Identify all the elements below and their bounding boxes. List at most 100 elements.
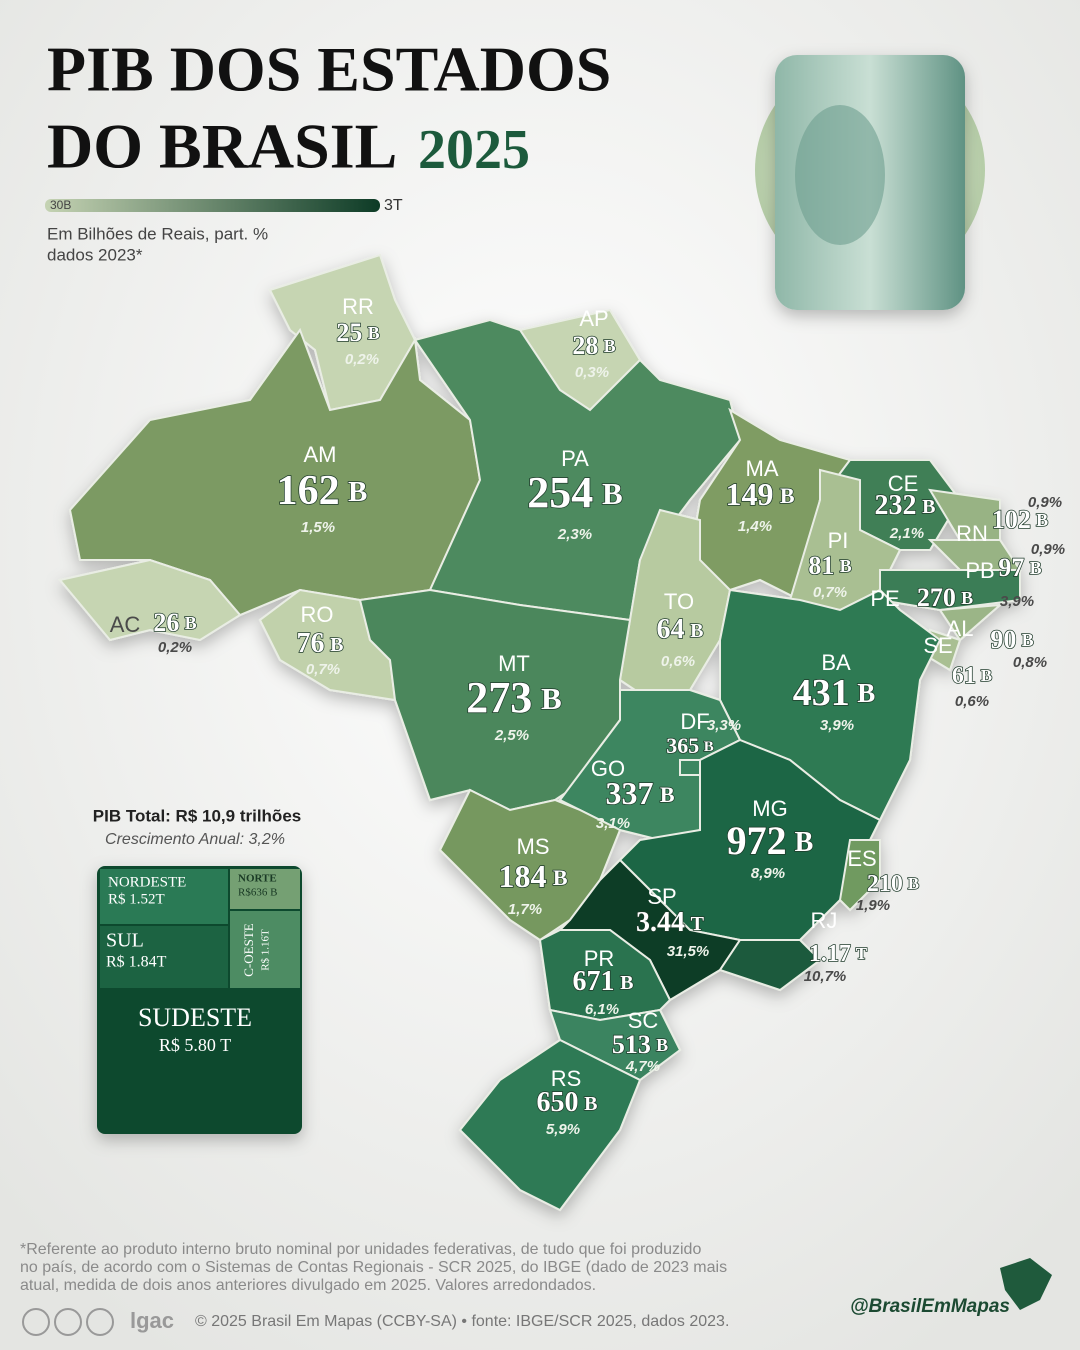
state-shape: [58, 558, 242, 642]
map: [58, 253, 1022, 1212]
state-abbr: MS: [517, 834, 550, 859]
state-value: 210 B: [867, 871, 919, 897]
value-unit: B: [185, 613, 197, 633]
state-share: 3,9%: [1000, 593, 1034, 610]
state-value: 273 B: [466, 673, 561, 722]
value-number: 273: [466, 673, 532, 722]
total-gdp: PIB Total: R$ 10,9 trilhões: [93, 806, 301, 825]
state-value: 232 B: [875, 490, 936, 521]
value-unit: T: [691, 913, 705, 935]
state-share: 1,9%: [856, 897, 890, 914]
state-shape: [838, 839, 881, 912]
state-share: 0,3%: [575, 364, 609, 381]
value-unit: B: [857, 678, 875, 708]
region-name: SUDESTE: [138, 1003, 252, 1032]
handle: @BrasilEmMapas: [850, 1296, 1010, 1317]
state-abbr: AP: [579, 306, 608, 331]
state-shape: [413, 318, 742, 622]
value-number: 81: [808, 551, 834, 580]
state-value: 97 B: [998, 553, 1041, 582]
state-share: 0,6%: [955, 693, 989, 710]
state-share: 2,3%: [557, 526, 592, 543]
color-scale: [45, 199, 380, 212]
value-number: 149: [725, 476, 773, 512]
state-shape: [938, 603, 1003, 642]
value-number: 270: [917, 583, 956, 612]
title-line-2: DO BRASIL: [47, 111, 397, 182]
region-value: R$ 5.80 T: [159, 1035, 231, 1055]
brand-logo: [1000, 1258, 1052, 1310]
value-number: 97: [998, 553, 1024, 582]
value-unit: B: [704, 739, 714, 755]
state-abbr: MG: [752, 796, 787, 821]
state-abbr: RO: [301, 602, 334, 627]
value-unit: B: [604, 336, 616, 356]
state-value: 162 B: [277, 468, 368, 514]
value-unit: B: [840, 556, 852, 576]
value-unit: B: [981, 666, 992, 685]
state-abbr: SE: [923, 633, 952, 658]
subtitle: dados 2023*: [47, 245, 143, 264]
state-value: 431 B: [793, 672, 876, 714]
state-abbr: PA: [561, 446, 589, 471]
state-abbr: MT: [498, 651, 530, 676]
scale-max: 3T: [384, 197, 403, 214]
value-number: 64: [657, 614, 685, 645]
value-unit: B: [780, 483, 795, 508]
value-unit: B: [602, 476, 623, 511]
region-name: NORDESTE: [108, 874, 186, 890]
state-share: 3,1%: [596, 815, 630, 832]
state-abbr: DF: [680, 709, 709, 734]
value-number: 184: [498, 858, 546, 894]
scale-min: 30B: [50, 198, 71, 212]
state-value: 76 B: [297, 628, 344, 659]
state-abbr: GO: [591, 756, 625, 781]
title-line-1: PIB DOS ESTADOS: [47, 34, 611, 105]
state-value: 337 B: [605, 775, 674, 811]
state-abbr: RN: [956, 521, 988, 546]
state-share: 1,5%: [301, 519, 335, 536]
state-share: 6,1%: [585, 1001, 619, 1018]
value-unit: T: [856, 944, 868, 963]
region-value: R$ 1.84T: [106, 954, 167, 971]
state-abbr: PB: [965, 558, 994, 583]
state-share: 0,9%: [1028, 494, 1062, 511]
value-number: 972: [727, 818, 787, 863]
state-share: 0,6%: [661, 653, 695, 670]
value-unit: B: [348, 476, 367, 508]
value-unit: B: [620, 972, 633, 994]
value-unit: B: [1022, 630, 1034, 650]
state-shape: [358, 588, 632, 812]
footnote: *Referente ao produto interno bruto nomi…: [20, 1241, 701, 1258]
state-abbr: ES: [847, 846, 876, 871]
state-abbr: PR: [584, 946, 615, 971]
state-value: 25 B: [336, 318, 379, 347]
value-unit: B: [656, 1035, 668, 1055]
value-unit: B: [908, 874, 919, 893]
treemap: [97, 866, 302, 1134]
state-value: 26 B: [153, 608, 196, 637]
state-share: 0,2%: [158, 639, 192, 656]
value-unit: B: [922, 496, 935, 518]
state-share: 0,8%: [1013, 654, 1047, 671]
region-name: SUL: [106, 930, 144, 952]
title-year: 2025: [418, 119, 530, 181]
region-name: C-OESTE: [241, 923, 256, 977]
value-number: 210: [867, 871, 903, 897]
value-unit: B: [690, 620, 703, 642]
state-shape: [688, 407, 852, 602]
state-abbr: AM: [304, 442, 337, 467]
state-value: 184 B: [498, 858, 567, 894]
value-unit: B: [1030, 558, 1042, 578]
value-unit: B: [541, 681, 562, 716]
value-number: 90: [990, 625, 1016, 654]
license-icons: [22, 1308, 114, 1336]
state-share: 0,9%: [1031, 541, 1065, 558]
state-abbr: AL: [947, 616, 974, 641]
value-number: 102: [992, 505, 1031, 534]
region-value: R$636 B: [238, 887, 277, 899]
value-unit: B: [660, 782, 675, 807]
state-abbr: CE: [888, 471, 919, 496]
